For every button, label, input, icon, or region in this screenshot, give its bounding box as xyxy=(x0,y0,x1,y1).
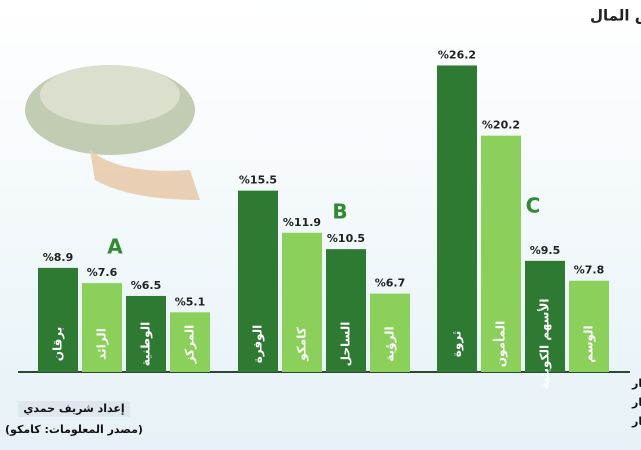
value-label: %9.5 xyxy=(530,244,561,257)
bar xyxy=(437,65,477,373)
category-label: ثروة xyxy=(450,331,465,358)
group-label: A xyxy=(107,235,123,259)
value-label: %6.7 xyxy=(375,277,406,290)
source: (مصدر المعلومات: كامكو) xyxy=(5,423,143,436)
value-label: %20.2 xyxy=(482,119,520,132)
bar xyxy=(170,312,210,372)
bar xyxy=(82,283,122,372)
bar xyxy=(238,190,278,372)
category-label: كامكو xyxy=(295,327,310,361)
category-label: المأمون xyxy=(493,321,509,367)
category-label: الرائد xyxy=(95,328,109,360)
category-note: الفئة A رأس المال يزيد عن 75 مليون دينار xyxy=(631,376,641,390)
category-label: الساحل xyxy=(339,322,353,367)
category-label: الرؤية xyxy=(383,326,398,361)
value-label: %5.1 xyxy=(175,295,206,308)
category-label: المركز xyxy=(183,325,197,365)
value-label: %8.9 xyxy=(43,251,74,264)
value-label: %7.8 xyxy=(574,264,605,277)
bar xyxy=(326,249,366,372)
bar xyxy=(370,293,410,372)
value-label: %26.2 xyxy=(438,48,476,61)
bar xyxy=(126,295,166,372)
category-label: الوسم xyxy=(582,325,597,362)
category-label: الوطنية xyxy=(139,322,154,367)
credit: إعداد شريف حمدي xyxy=(23,402,124,415)
money-illustration xyxy=(25,65,200,200)
value-label: %6.5 xyxy=(131,279,162,292)
value-label: %7.6 xyxy=(87,266,118,279)
credit-box xyxy=(18,401,130,417)
category-label: الوفرة xyxy=(251,325,266,364)
bar xyxy=(38,267,78,372)
category-label: الأسهم الكويتية xyxy=(537,298,553,389)
category-note: الفئة C رأس المال يقل عن 20 مليون دينار xyxy=(631,414,641,428)
group-label: B xyxy=(332,200,347,224)
bar xyxy=(282,232,322,372)
bar xyxy=(569,280,609,372)
value-label: %11.9 xyxy=(283,216,321,229)
bar xyxy=(525,260,565,372)
group-label: C xyxy=(526,194,541,218)
category-label: برقان xyxy=(51,327,65,362)
category-note: الفئة B رأس المال من 20 مليون دينار وحتى… xyxy=(631,395,641,409)
value-label: %15.5 xyxy=(239,174,277,187)
value-label: %10.5 xyxy=(327,232,365,245)
chart-title: أداء صناديق الأسهم المحلية في 2013 حسب ر… xyxy=(590,6,641,25)
bar xyxy=(481,135,521,372)
